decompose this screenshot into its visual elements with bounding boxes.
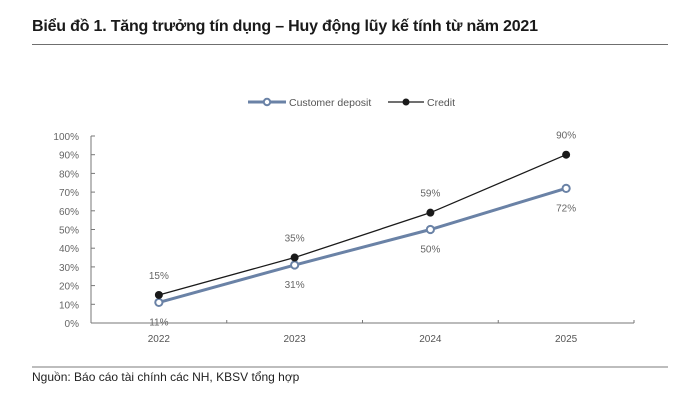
y-tick-label: 80% (59, 169, 79, 180)
credit-line (158, 154, 567, 296)
credit-data-label: 90% (556, 131, 576, 142)
x-tick-label: 2023 (284, 334, 307, 345)
deposit-data-label: 11% (149, 317, 168, 328)
legend-deposit-label: Customer deposit (289, 97, 371, 109)
deposit-marker (425, 224, 435, 235)
credit-data-label: 59% (420, 189, 440, 200)
credit-data-label: 35% (285, 234, 305, 245)
deposit-marker (561, 183, 571, 193)
y-tick-label: 40% (59, 244, 79, 255)
y-tick-label: 70% (59, 188, 79, 199)
source-divider (32, 366, 668, 368)
title-divider (32, 44, 668, 45)
deposit-line (158, 186, 567, 304)
chart-series: 15% 35% 59% 90% 11% 31% 50% 72% (149, 131, 576, 329)
chart-legend: Customer deposit Credit (248, 97, 455, 109)
credit-marker (290, 253, 299, 262)
deposit-data-label: 50% (420, 245, 440, 256)
x-tick-label: 2022 (148, 334, 171, 345)
credit-marker (562, 150, 571, 159)
credit-marker (426, 208, 435, 217)
x-tick-label: 2025 (555, 334, 578, 345)
chart-title: Biểu đồ 1. Tăng trưởng tín dụng – Huy độ… (32, 18, 538, 35)
legend-credit-label: Credit (427, 97, 455, 109)
deposit-marker (290, 260, 300, 270)
credit-marker (154, 290, 163, 299)
y-tick-label: 30% (59, 263, 79, 274)
y-tick-label: 100% (53, 132, 79, 143)
y-tick-label: 90% (59, 151, 79, 162)
y-tick-label: 0% (65, 319, 80, 330)
source-note: Nguồn: Báo cáo tài chính các NH, KBSV tổ… (32, 370, 300, 384)
credit-data-label: 15% (149, 271, 169, 282)
y-tick-label: 50% (59, 226, 79, 237)
deposit-data-label: 72% (556, 203, 576, 214)
legend-deposit-marker-icon (262, 97, 272, 107)
chart-axes: 0% 10% 20% 30% 40% 50% 60% 70% 80% 90% 100% 2022 202… (53, 132, 635, 345)
deposit-data-label: 31% (285, 280, 305, 291)
x-tick-label: 2024 (419, 334, 442, 345)
deposit-marker (154, 297, 164, 308)
legend-credit-marker-icon (402, 98, 410, 106)
y-tick-label: 60% (59, 207, 79, 218)
y-tick-label: 10% (59, 300, 79, 311)
y-tick-label: 20% (59, 282, 79, 293)
